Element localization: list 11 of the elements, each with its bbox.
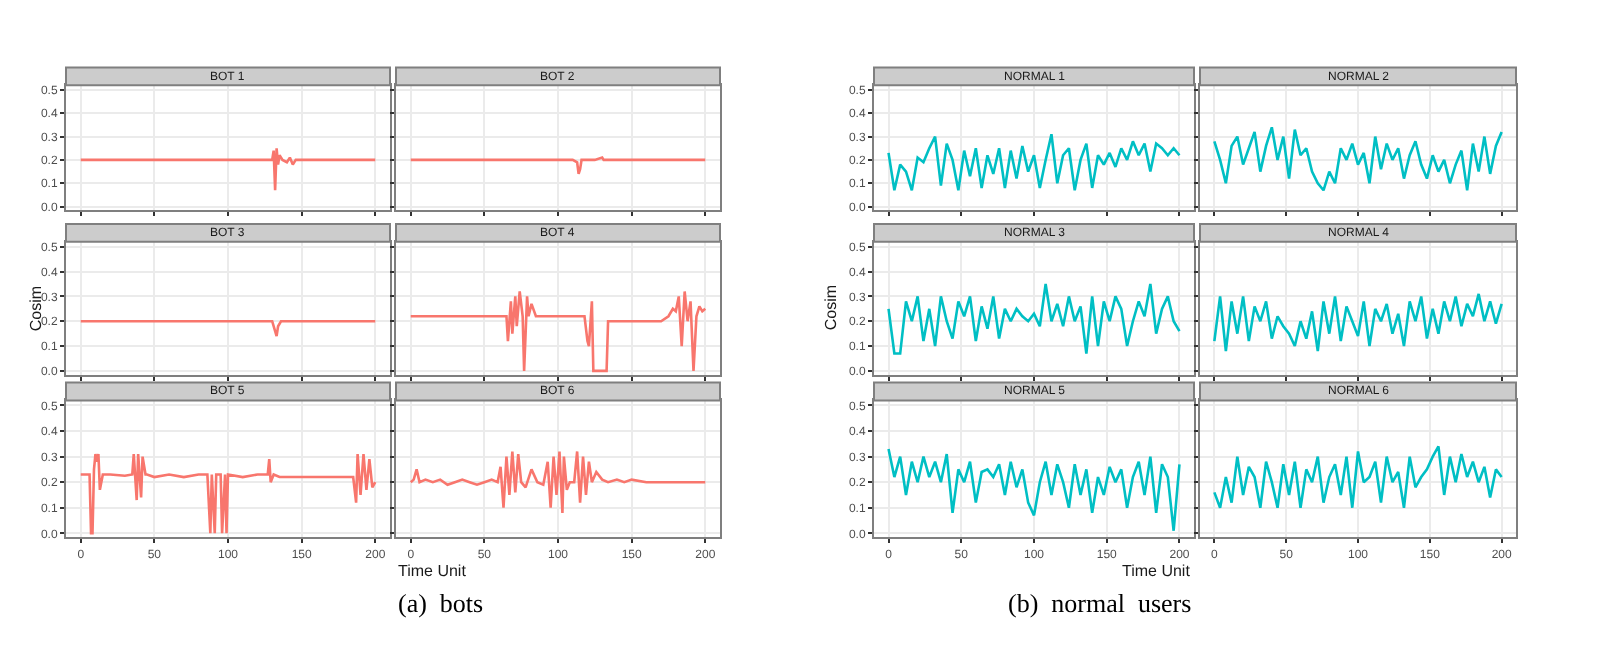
x-axis-title: Time Unit: [398, 562, 468, 580]
line-series: [79, 452, 377, 535]
line-series: [887, 447, 1181, 533]
text: (a) bots: [398, 588, 484, 618]
y-axis-title: Cosim: [821, 284, 840, 331]
line-series: [887, 132, 1181, 192]
line-series: [79, 319, 377, 338]
x-axis-title: Time Unit: [1122, 562, 1192, 580]
line-series: [887, 282, 1181, 355]
text: (b) normal users: [1008, 588, 1192, 618]
line-series: [79, 146, 377, 192]
